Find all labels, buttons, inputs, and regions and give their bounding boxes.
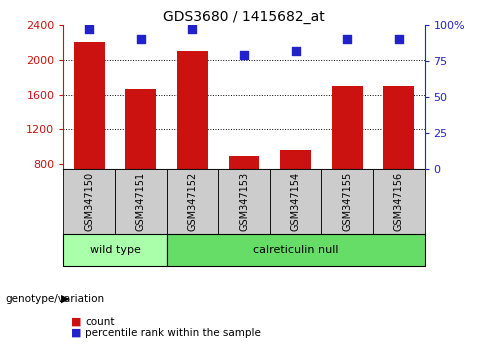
- Text: percentile rank within the sample: percentile rank within the sample: [85, 328, 261, 338]
- Point: [137, 36, 145, 42]
- Bar: [74, 42, 105, 169]
- Bar: [332, 86, 363, 169]
- Bar: [373, 169, 425, 234]
- Text: genotype/variation: genotype/variation: [5, 294, 104, 304]
- Bar: [322, 169, 373, 234]
- Bar: [115, 169, 166, 234]
- Bar: [177, 51, 208, 169]
- Point: [240, 52, 248, 58]
- Text: GSM347153: GSM347153: [239, 172, 249, 231]
- Text: GSM347151: GSM347151: [136, 172, 146, 231]
- Text: GSM347156: GSM347156: [394, 172, 404, 231]
- Bar: [166, 234, 425, 266]
- Point: [85, 26, 93, 32]
- Text: GSM347155: GSM347155: [342, 172, 352, 231]
- Bar: [166, 169, 218, 234]
- Text: GSM347150: GSM347150: [84, 172, 94, 231]
- Point: [395, 36, 403, 42]
- Point: [292, 48, 300, 53]
- Text: count: count: [85, 317, 115, 327]
- Text: GSM347154: GSM347154: [290, 172, 301, 231]
- Bar: [125, 89, 156, 169]
- Text: GSM347152: GSM347152: [187, 172, 198, 231]
- Bar: [280, 150, 311, 169]
- Bar: [228, 156, 260, 169]
- Bar: [383, 86, 414, 169]
- Bar: [63, 234, 166, 266]
- Text: ■: ■: [71, 317, 81, 327]
- Bar: [218, 169, 270, 234]
- Point: [343, 36, 351, 42]
- Title: GDS3680 / 1415682_at: GDS3680 / 1415682_at: [163, 10, 325, 24]
- Text: calreticulin null: calreticulin null: [253, 245, 338, 255]
- Point: [188, 26, 196, 32]
- Bar: [270, 169, 322, 234]
- Bar: [63, 169, 115, 234]
- Text: ■: ■: [71, 328, 81, 338]
- Text: wild type: wild type: [90, 245, 141, 255]
- Text: ▶: ▶: [61, 294, 69, 304]
